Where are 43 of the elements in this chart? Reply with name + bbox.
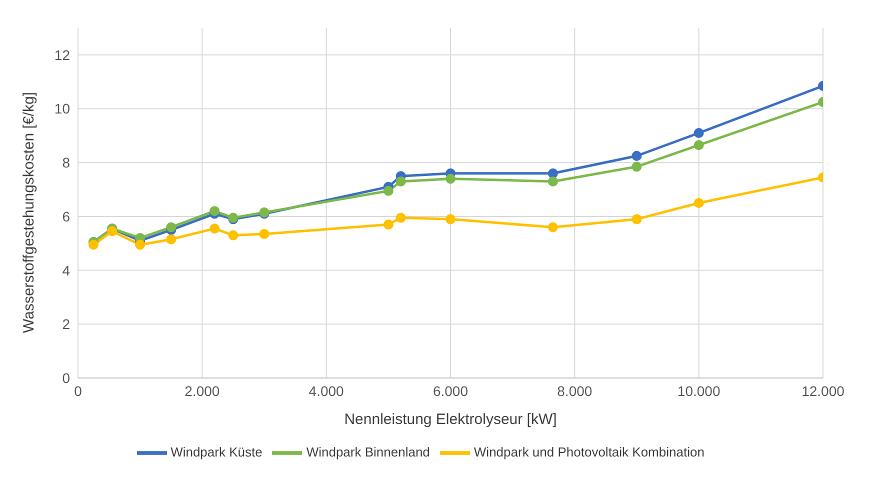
y-tick-label: 4	[62, 262, 70, 278]
point	[383, 220, 394, 230]
y-tick-label: 2	[62, 316, 70, 332]
point	[396, 212, 406, 223]
point	[446, 214, 456, 224]
x-tick-label: 8.000	[557, 382, 592, 399]
point	[383, 186, 394, 196]
point	[88, 240, 99, 250]
point	[166, 222, 176, 232]
y-tick-label: 8	[62, 154, 70, 171]
y-tick-label: 10	[54, 100, 70, 117]
x-tick-label: 2.000	[184, 382, 220, 399]
x-tick-label: 10.000	[677, 382, 720, 399]
legend-label: Windpark und Photovoltaik Kombination	[474, 444, 704, 460]
point	[548, 176, 558, 186]
y-axis-title: Wasserstoffgestehungskosten [€/kg]	[20, 92, 38, 333]
point	[228, 230, 238, 240]
point	[210, 206, 220, 216]
point	[396, 176, 406, 186]
point	[446, 174, 456, 184]
point	[210, 224, 220, 234]
point	[694, 198, 704, 208]
point	[135, 240, 146, 250]
point	[166, 234, 176, 244]
point	[548, 168, 558, 178]
x-tick-label: 12.000	[802, 382, 845, 399]
point	[107, 226, 118, 236]
point	[632, 162, 642, 172]
x-tick-label: 6.000	[432, 382, 468, 399]
y-tick-label: 6	[62, 208, 70, 224]
legend-label: Windpark Küste	[170, 444, 262, 460]
x-axis-title: Nennleistung Elektrolyseur [kW]	[344, 411, 557, 428]
y-tick-label: 12	[54, 46, 70, 63]
y-tick-label: 0	[62, 370, 70, 386]
point	[632, 150, 642, 161]
point	[259, 228, 270, 239]
point	[694, 128, 704, 138]
point	[694, 140, 704, 150]
legend-label: Windpark Binnenland	[306, 444, 430, 460]
x-tick-label: 0	[74, 382, 82, 399]
x-tick-label: 4.000	[308, 382, 344, 399]
point	[548, 222, 558, 232]
point	[632, 214, 642, 224]
